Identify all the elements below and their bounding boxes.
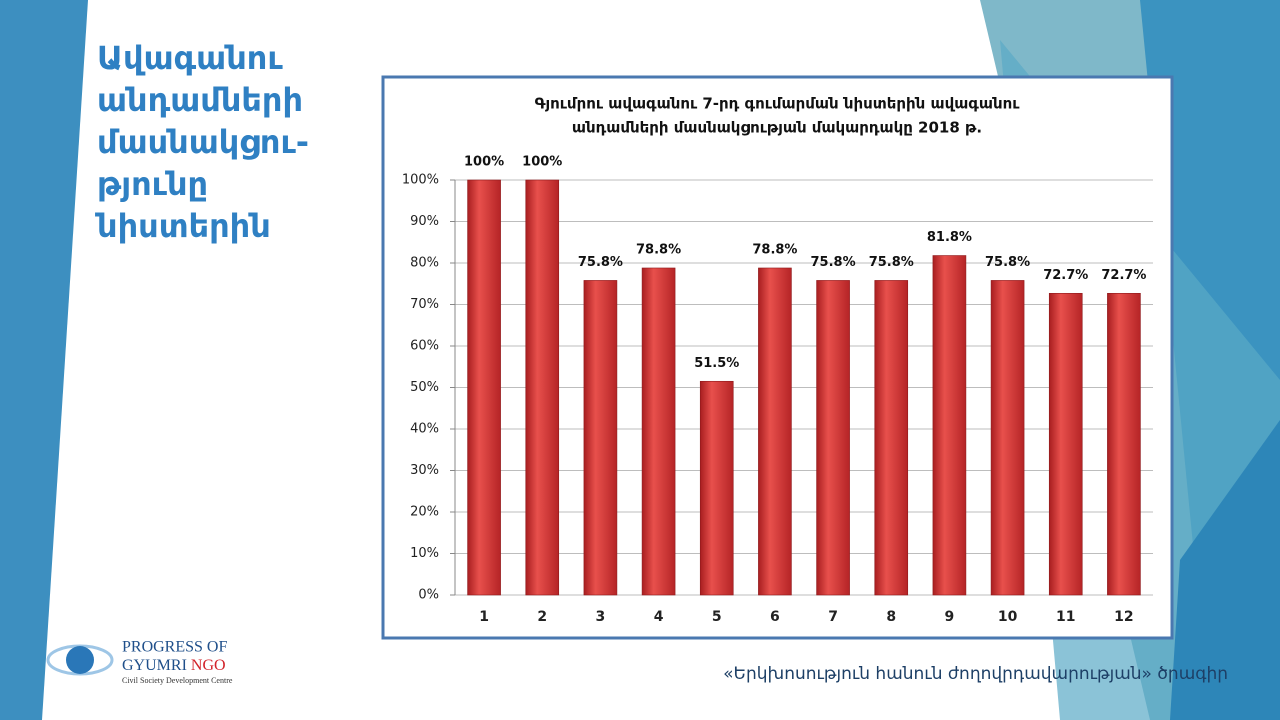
footer: «Երկխոսություն հանուն ժողովրդավարության»… <box>723 664 1228 684</box>
logo-line2: GYUMRI NGO <box>122 657 226 674</box>
slide-title-line: նիստերին <box>95 207 271 245</box>
data-label: 72.7% <box>1101 268 1146 283</box>
bar <box>583 280 618 596</box>
data-label: 100% <box>464 155 504 170</box>
bg-shape <box>1170 420 1280 720</box>
chart-title: Գյումրու ավագանու 7-րդ գումարման նիստերի… <box>535 95 1021 137</box>
data-label: 78.8% <box>752 242 797 257</box>
bar <box>990 280 1025 596</box>
slide-title-line: անդամների <box>97 81 303 119</box>
logo-line1: PROGRESS OF <box>122 639 227 656</box>
bar <box>641 267 676 596</box>
y-tick-label: 50% <box>410 380 439 395</box>
x-tick-label: 12 <box>1114 609 1133 625</box>
y-tick-label: 20% <box>410 505 439 520</box>
slide-title: Ավագանու անդամների մասնակցու-թյունը նիստերի… <box>95 39 309 245</box>
data-label: 75.8% <box>985 255 1030 270</box>
x-tick-label: 10 <box>998 609 1018 625</box>
x-tick-label: 5 <box>712 609 722 625</box>
x-tick-label: 9 <box>945 609 955 625</box>
y-tick-label: 70% <box>410 297 439 312</box>
data-label: 51.5% <box>694 356 739 371</box>
y-tick-label: 10% <box>410 546 439 561</box>
x-tick-label: 8 <box>886 609 896 625</box>
bar <box>758 267 792 596</box>
chart-title-line: անդամների մասնակցության մակարդակը 2018 թ… <box>572 119 982 137</box>
bar <box>874 280 909 596</box>
x-tick-label: 1 <box>479 609 489 625</box>
data-label: 75.8% <box>869 255 914 270</box>
slide-title-line: թյունը <box>97 165 208 203</box>
data-label: 81.8% <box>927 230 972 245</box>
bar <box>699 380 734 596</box>
bar <box>1107 292 1141 596</box>
x-tick-label: 6 <box>770 609 780 625</box>
logo: PROGRESS OF GYUMRI NGO Civil Society Dev… <box>46 639 233 685</box>
logo-accent: NGO <box>191 657 226 674</box>
bar <box>1048 292 1083 596</box>
bar <box>816 280 850 596</box>
logo-name: GYUMRI <box>122 657 187 674</box>
x-tick-label: 2 <box>537 609 547 625</box>
data-label: 78.8% <box>636 242 681 257</box>
x-tick-label: 11 <box>1056 609 1075 625</box>
data-label: 75.8% <box>578 255 623 270</box>
bar <box>467 179 501 596</box>
y-tick-label: 60% <box>410 339 439 354</box>
data-label: 100% <box>522 155 562 170</box>
y-tick-label: 80% <box>410 256 439 271</box>
bar <box>932 255 967 596</box>
slide-title-line: Ավագանու <box>97 39 283 77</box>
y-tick-label: 30% <box>410 463 439 478</box>
slide-title-line: մասնակցու- <box>97 123 309 161</box>
bg-shape <box>0 0 88 720</box>
y-tick-label: 40% <box>410 422 439 437</box>
chart-title-line: Գյումրու ավագանու 7-րդ գումարման նիստերի… <box>535 95 1021 113</box>
bar <box>525 179 560 596</box>
x-tick-label: 4 <box>654 609 664 625</box>
y-tick-label: 100% <box>402 173 439 188</box>
x-tick-label: 7 <box>828 609 838 625</box>
logo-subtitle: Civil Society Development Centre <box>122 676 233 685</box>
plot: 0% 10% 20% 30% 40% 50% 60% 70% 80% 90% 100% 1 100% 2 1… <box>402 155 1153 625</box>
y-tick-label: 0% <box>418 588 439 603</box>
x-tick-label: 3 <box>596 609 606 625</box>
data-label: 75.8% <box>811 255 856 270</box>
y-tick-label: 90% <box>410 214 439 229</box>
data-label: 72.7% <box>1043 268 1088 283</box>
logo-globe <box>66 646 94 674</box>
